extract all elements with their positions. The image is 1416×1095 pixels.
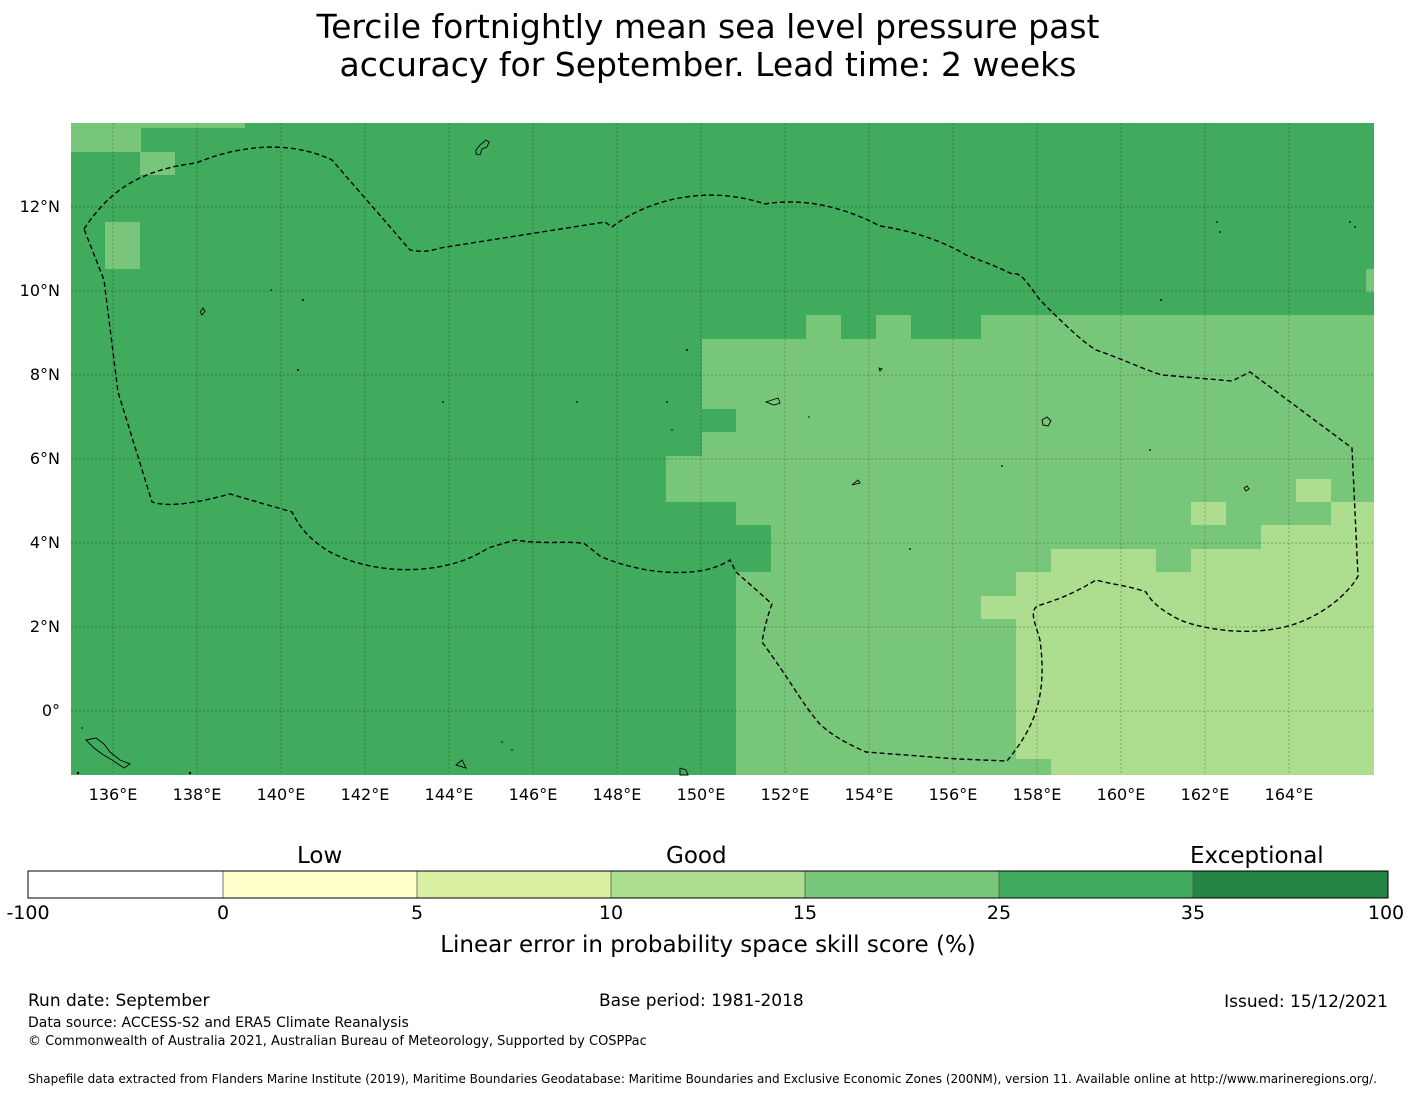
lon-label: 160°E bbox=[1096, 785, 1146, 804]
title-line-2: accuracy for September. Lead time: 2 wee… bbox=[339, 45, 1077, 84]
lat-label: 12°N bbox=[19, 197, 60, 216]
lat-label: 0° bbox=[41, 701, 60, 720]
colorbar-tick: 35 bbox=[1180, 902, 1206, 924]
lon-label: 150°E bbox=[676, 785, 726, 804]
colorbar-category-low: Low bbox=[297, 843, 343, 869]
atolls bbox=[76, 221, 1356, 775]
lon-label: 154°E bbox=[844, 785, 894, 804]
colorbar-segment bbox=[223, 871, 417, 898]
grid-cell bbox=[1296, 479, 1331, 502]
run-date: Run date: September bbox=[28, 991, 210, 1011]
island-kosrae bbox=[1243, 485, 1250, 492]
grid-cell bbox=[105, 222, 140, 269]
lat-label: 2°N bbox=[29, 617, 60, 636]
colorbar-category-exceptional: Exceptional bbox=[1190, 843, 1324, 869]
colorbar-label: Linear error in probability space skill … bbox=[440, 932, 976, 958]
atoll-dot bbox=[909, 548, 911, 550]
lon-label: 146°E bbox=[508, 785, 558, 804]
base-period: Base period: 1981-2018 bbox=[599, 991, 804, 1011]
colorbar-frame bbox=[27, 870, 1389, 899]
atoll-dot bbox=[81, 727, 83, 729]
lon-label: 164°E bbox=[1264, 785, 1314, 804]
colorbar-tick: 10 bbox=[598, 902, 624, 924]
eez-boundaries bbox=[83, 146, 1359, 762]
lon-label: 142°E bbox=[340, 785, 390, 804]
atoll-dot bbox=[270, 289, 272, 291]
atoll-dot bbox=[1219, 231, 1221, 233]
lon-label: 144°E bbox=[424, 785, 474, 804]
island-small-1 bbox=[878, 367, 883, 372]
grid-cell bbox=[141, 123, 245, 128]
atoll-dot bbox=[666, 401, 668, 403]
atoll-dot bbox=[302, 299, 304, 301]
colorbar-segment bbox=[611, 871, 805, 898]
lon-label: 158°E bbox=[1012, 785, 1062, 804]
atoll-dot bbox=[1160, 299, 1162, 301]
lon-label: 138°E bbox=[172, 785, 222, 804]
atoll-dot bbox=[1149, 449, 1151, 451]
atoll-dot bbox=[686, 349, 688, 351]
island-small-2 bbox=[851, 479, 861, 486]
atoll-dot bbox=[671, 429, 673, 431]
shapefile-credit: Shapefile data extracted from Flanders M… bbox=[28, 1072, 1377, 1086]
eez-boundary-palau bbox=[83, 146, 1359, 762]
graticule bbox=[71, 123, 1374, 775]
island-png-coast-2 bbox=[679, 767, 689, 776]
atoll-dot bbox=[1216, 221, 1218, 223]
island-pohnpei bbox=[1041, 416, 1052, 427]
grid-cell bbox=[71, 123, 141, 152]
lon-label: 140°E bbox=[256, 785, 306, 804]
colorbar-tick: 15 bbox=[792, 902, 818, 924]
lat-label: 8°N bbox=[29, 365, 60, 384]
lon-label: 148°E bbox=[592, 785, 642, 804]
map-title: Tercile fortnightly mean sea level press… bbox=[0, 8, 1416, 84]
colorbar-segment bbox=[999, 871, 1193, 898]
lon-label: 152°E bbox=[760, 785, 810, 804]
issued-date: Issued: 15/12/2021 bbox=[1224, 992, 1388, 1012]
atoll-dot bbox=[1349, 221, 1351, 223]
colorbar-tick: -100 bbox=[6, 902, 50, 924]
coastlines bbox=[85, 139, 1250, 776]
lat-label: 6°N bbox=[29, 449, 60, 468]
atoll-dot bbox=[1001, 465, 1003, 467]
atoll-dot bbox=[808, 416, 810, 418]
colorbar-segment bbox=[417, 871, 611, 898]
colorbar-tick: 5 bbox=[410, 902, 424, 924]
colorbar-segment bbox=[1193, 871, 1388, 898]
colorbar-tick: 100 bbox=[1367, 902, 1405, 924]
island-small-3 bbox=[455, 759, 467, 769]
island-chuuk bbox=[764, 397, 781, 406]
island-png-coast bbox=[85, 737, 131, 769]
lat-label: 4°N bbox=[29, 533, 60, 552]
atoll-dot bbox=[76, 771, 80, 775]
data-source: Data source: ACCESS-S2 and ERA5 Climate … bbox=[28, 1015, 409, 1031]
atoll-dot bbox=[576, 401, 578, 403]
atoll-dot bbox=[1354, 226, 1356, 228]
lat-label: 10°N bbox=[19, 281, 60, 300]
colorbar bbox=[27, 870, 1389, 899]
colorbar-tick: 25 bbox=[986, 902, 1012, 924]
atoll-dot bbox=[188, 771, 192, 775]
skill-grid bbox=[71, 123, 1374, 775]
lon-label: 162°E bbox=[1180, 785, 1230, 804]
lon-label: 136°E bbox=[88, 785, 138, 804]
grid-cell bbox=[1366, 269, 1374, 292]
lon-label: 156°E bbox=[928, 785, 978, 804]
atoll-dot bbox=[501, 741, 503, 743]
island-babeldaob bbox=[199, 307, 206, 316]
grid-cell bbox=[140, 152, 175, 175]
colorbar-tick: 0 bbox=[216, 902, 230, 924]
atoll-dot bbox=[442, 401, 444, 403]
grid-region-10-15 bbox=[981, 502, 1374, 775]
colorbar-segment bbox=[28, 871, 223, 898]
copyright: © Commonwealth of Australia 2021, Austra… bbox=[28, 1034, 647, 1049]
atoll-dot bbox=[297, 369, 299, 371]
island-guam bbox=[475, 139, 490, 156]
title-line-1: Tercile fortnightly mean sea level press… bbox=[316, 7, 1100, 46]
atoll-dot bbox=[511, 749, 513, 751]
colorbar-category-good: Good bbox=[666, 843, 727, 869]
grid-cell bbox=[1191, 502, 1226, 525]
colorbar-segment bbox=[805, 871, 999, 898]
